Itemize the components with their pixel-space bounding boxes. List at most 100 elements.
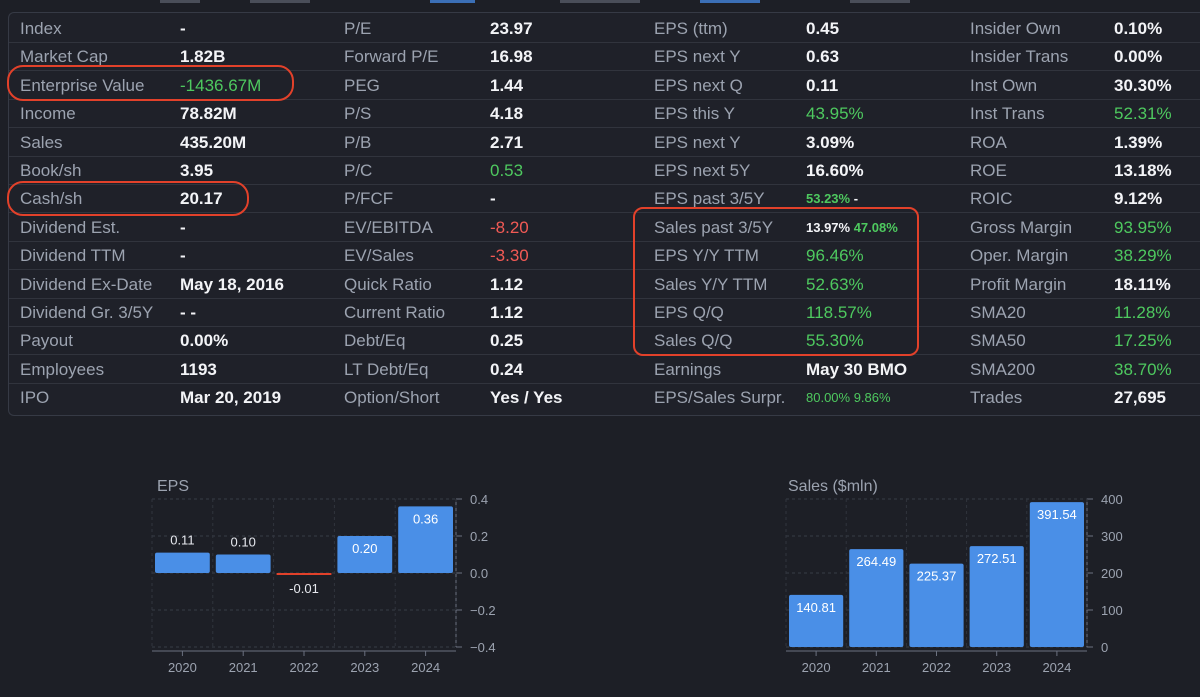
stats-row: Dividend Est. - EV/EBITDA -8.20 Sales past 3… <box>9 213 1200 242</box>
stat-label: Current Ratio <box>344 303 446 322</box>
stat-value: 52.63% <box>806 274 864 294</box>
stat-label: ROE <box>970 161 1007 180</box>
stat-value: 53.23% - <box>806 191 859 207</box>
bar-value-label: 225.37 <box>917 569 957 584</box>
stat-value: 2.71 <box>490 132 524 152</box>
stat-value: 1.12 <box>490 303 524 322</box>
bar <box>337 536 393 573</box>
bar-value-label: 272.51 <box>977 551 1017 566</box>
stat-value: 0.63 <box>806 47 840 67</box>
x-tick-label: 2024 <box>1042 660 1071 675</box>
stat-value: - <box>180 217 186 237</box>
x-tick-label: 2022 <box>290 660 319 675</box>
cutoff-marks <box>160 0 910 3</box>
stat-label: Profit Margin <box>970 274 1067 294</box>
stat-label: EPS (ttm) <box>654 19 728 38</box>
sales-chart-svg: 400 300 200 100 0 140.81 2020 264.49 2021 225.37 2… <box>785 492 1123 675</box>
stat-value: 30.30% <box>1114 75 1172 95</box>
stat-value: 0.45 <box>806 19 840 38</box>
stat-label: Dividend Ex-Date <box>20 274 153 294</box>
stat-value: May 30 BMO <box>806 359 908 379</box>
stat-label: Trades <box>970 388 1023 408</box>
stat-label: IPO <box>20 388 50 408</box>
y-tick-label: 400 <box>1101 492 1123 507</box>
stat-label: Sales <box>20 132 63 152</box>
stat-value: 38.70% <box>1114 359 1172 379</box>
stat-label: EV/EBITDA <box>344 217 433 237</box>
bar-value-label: 140.81 <box>796 600 836 615</box>
stats-row: Employees 1193 LT Debt/Eq 0.24 Earnings May 3… <box>9 355 1200 384</box>
stat-value: 0.25 <box>490 331 524 351</box>
stat-value: 9.12% <box>1114 189 1163 209</box>
x-tick-label: 2022 <box>922 660 951 675</box>
bar <box>398 506 453 573</box>
stat-label: EV/Sales <box>344 246 414 266</box>
bar-value-label: 0.20 <box>352 541 377 556</box>
fundamentals-table: Index - P/E 23.97 EPS (ttm) 0.45 Insider Own 0.… <box>8 12 1200 416</box>
stat-label: P/C <box>344 161 373 180</box>
stat-label: Quick Ratio <box>344 274 432 294</box>
stats-row: Dividend Ex-Date May 18, 2016 Quick Ratio 1… <box>9 270 1200 299</box>
stat-label: ROIC <box>970 189 1013 209</box>
stat-value: 0.00% <box>1114 47 1163 67</box>
stat-label: SMA20 <box>970 303 1026 322</box>
stats-row: Payout 0.00% Debt/Eq 0.25 Sales Q/Q 55.30% SMA… <box>9 326 1200 356</box>
stat-value: -1436.67M <box>180 75 262 95</box>
stat-value: -3.30 <box>490 246 529 266</box>
stat-value: 16.98 <box>490 47 533 67</box>
bar <box>155 552 210 573</box>
stat-value: - <box>180 246 186 266</box>
stat-value: 43.95% <box>806 104 864 124</box>
stat-value: 93.95% <box>1114 217 1172 237</box>
stat-label: Insider Trans <box>970 47 1069 67</box>
stat-label: EPS next 5Y <box>654 161 751 180</box>
stat-value: 0.11 <box>806 75 839 95</box>
stat-value: 17.25% <box>1114 331 1172 351</box>
stat-label: Dividend TTM <box>20 246 126 266</box>
stat-label: EPS past 3/5Y <box>654 189 765 209</box>
bar <box>1029 502 1084 647</box>
stat-value: -8.20 <box>490 217 529 237</box>
stat-value: Mar 20, 2019 <box>180 388 282 408</box>
stat-value: 1.44 <box>490 75 524 95</box>
stat-value: 16.60% <box>806 161 864 180</box>
stat-label: Employees <box>20 359 105 379</box>
stats-row: Sales 435.20M P/B 2.71 EPS next Y 3.09% ROA 1.3… <box>9 128 1200 157</box>
stat-value: 13.97% 47.08% <box>806 219 898 235</box>
stat-value: - <box>180 19 186 38</box>
stat-value: 18.11% <box>1114 274 1171 294</box>
stat-label: Book/sh <box>20 161 82 180</box>
stat-label: P/S <box>344 104 372 124</box>
stat-label: Sales Y/Y TTM <box>654 274 768 294</box>
stats-row: Enterprise Value -1436.67M PEG 1.44 EPS next… <box>9 71 1200 100</box>
stat-label: LT Debt/Eq <box>344 359 429 379</box>
y-tick-label: 0.2 <box>470 529 488 544</box>
bar <box>276 573 332 575</box>
stat-value: 1.12 <box>490 274 524 294</box>
bar-value-label: 0.36 <box>413 511 438 526</box>
stat-label: SMA50 <box>970 331 1026 351</box>
stat-value: 96.46% <box>806 246 864 266</box>
x-tick-label: 2023 <box>350 660 379 675</box>
highlight-growth-metrics <box>633 207 919 356</box>
x-tick-label: 2023 <box>982 660 1011 675</box>
stats-row: Index - P/E 23.97 EPS (ttm) 0.45 Insider Own 0.… <box>9 14 1200 43</box>
stat-value: May 18, 2016 <box>180 274 284 294</box>
stat-label: Gross Margin <box>970 217 1073 237</box>
top-header-cutoff <box>0 0 1200 14</box>
stat-value: 3.09% <box>806 132 855 152</box>
stat-value: 0.24 <box>490 359 524 379</box>
stat-label: Dividend Gr. 3/5Y <box>20 303 154 322</box>
stats-row: IPO Mar 20, 2019 Option/Short Yes / Yes EPS/… <box>9 383 1200 411</box>
highlight-cash-per-share <box>7 181 249 216</box>
stat-value: 23.97 <box>490 19 533 38</box>
stat-label: Option/Short <box>344 388 440 408</box>
highlight-enterprise-value <box>7 65 294 101</box>
stat-value: 11.28% <box>1114 303 1171 322</box>
stat-label: Index <box>20 19 62 38</box>
stat-value: 80.00% 9.86% <box>806 390 891 406</box>
eps-chart: EPS 0.4 0.2 0.0 −0.2 −0.4 0.11 2020 0.10 2021 -0.… <box>140 470 500 690</box>
y-tick-label: 100 <box>1101 603 1123 618</box>
stat-label: Insider Own <box>970 19 1061 38</box>
stat-label: EPS Y/Y TTM <box>654 246 759 266</box>
